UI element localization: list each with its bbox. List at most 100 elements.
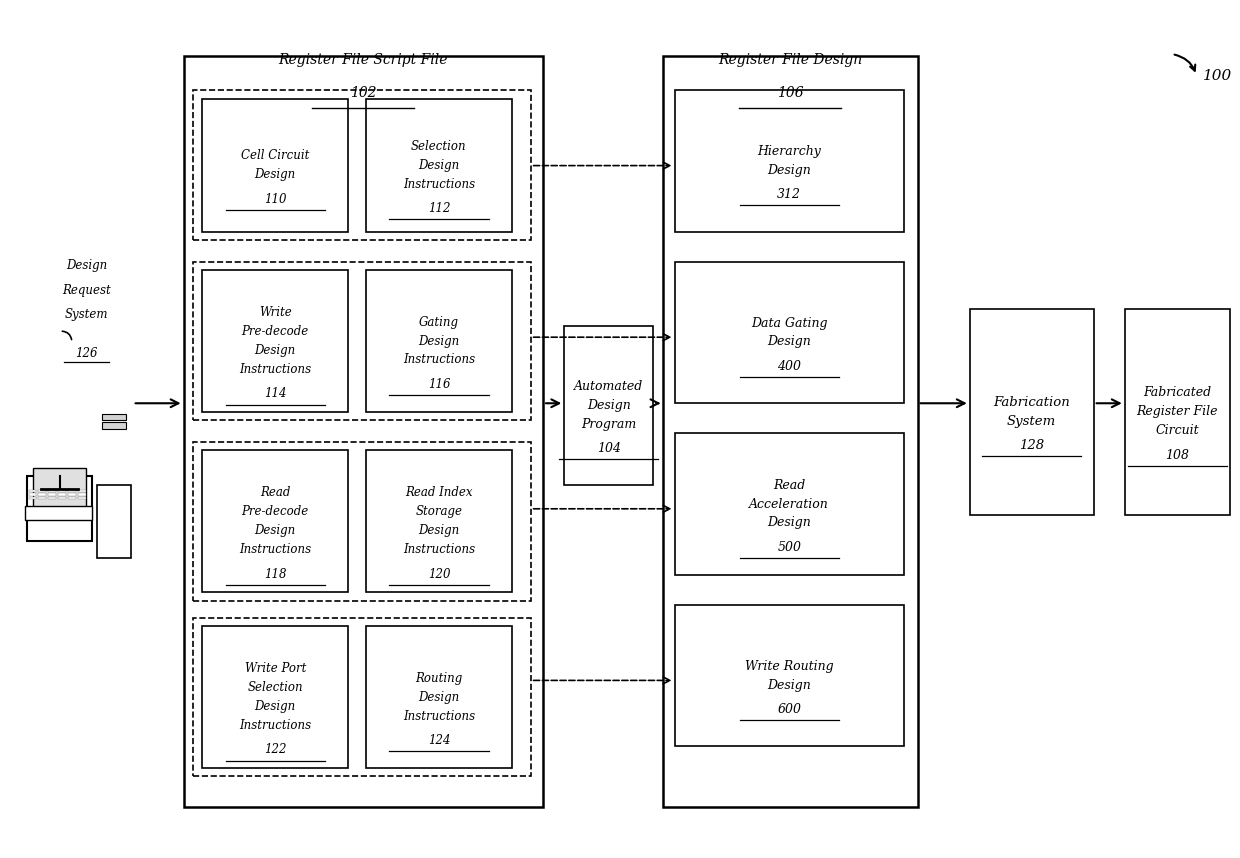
- Bar: [29, 497, 36, 499]
- Bar: [675, 90, 904, 232]
- Text: Pre-decode: Pre-decode: [242, 325, 309, 338]
- Text: 108: 108: [1166, 449, 1189, 462]
- Text: Design: Design: [418, 524, 460, 537]
- Text: Design: Design: [254, 524, 296, 537]
- Bar: [68, 497, 76, 499]
- Bar: [97, 485, 131, 558]
- Bar: [78, 493, 86, 496]
- Text: Hierarchy: Hierarchy: [758, 145, 821, 158]
- Bar: [78, 490, 86, 492]
- Text: 104: 104: [596, 443, 621, 456]
- Text: 600: 600: [777, 704, 801, 716]
- Text: Instructions: Instructions: [239, 719, 311, 732]
- Text: Automated: Automated: [574, 380, 644, 393]
- Bar: [193, 262, 531, 420]
- Text: Read Index: Read Index: [405, 486, 472, 499]
- Text: 106: 106: [776, 86, 804, 100]
- Bar: [184, 56, 543, 807]
- Text: Instructions: Instructions: [403, 178, 475, 190]
- Text: 118: 118: [264, 568, 286, 581]
- Bar: [193, 90, 531, 240]
- Bar: [663, 56, 918, 807]
- Text: Design: Design: [768, 517, 811, 529]
- Bar: [102, 414, 126, 420]
- Text: 500: 500: [777, 541, 801, 554]
- Bar: [366, 270, 512, 412]
- Text: 128: 128: [1019, 439, 1044, 452]
- Text: Design: Design: [66, 259, 108, 273]
- Text: Instructions: Instructions: [239, 543, 311, 556]
- Text: Request: Request: [62, 283, 112, 297]
- Text: Instructions: Instructions: [403, 710, 475, 722]
- Bar: [48, 493, 56, 496]
- Text: Design: Design: [768, 164, 811, 177]
- Text: Fabrication: Fabrication: [993, 396, 1070, 409]
- Text: Register File: Register File: [1137, 405, 1218, 419]
- Text: Selection: Selection: [248, 681, 303, 694]
- Text: Circuit: Circuit: [1156, 424, 1199, 438]
- Bar: [675, 433, 904, 575]
- Text: Gating: Gating: [419, 316, 459, 329]
- Text: Write: Write: [259, 306, 291, 319]
- Bar: [564, 326, 653, 485]
- Bar: [675, 605, 904, 746]
- Text: Data Gating: Data Gating: [751, 317, 827, 329]
- Bar: [29, 493, 36, 496]
- Text: Register File Script File: Register File Script File: [279, 53, 448, 67]
- Text: Acceleration: Acceleration: [749, 498, 830, 511]
- Bar: [38, 490, 46, 492]
- Bar: [675, 262, 904, 403]
- Bar: [25, 506, 92, 520]
- Text: 312: 312: [777, 189, 801, 202]
- Text: System: System: [1007, 414, 1056, 428]
- Text: Write Port: Write Port: [244, 662, 306, 675]
- Bar: [58, 497, 66, 499]
- Text: Design: Design: [254, 700, 296, 713]
- Bar: [366, 450, 512, 592]
- Text: System: System: [64, 307, 109, 321]
- Text: Design: Design: [587, 399, 631, 412]
- Text: Design: Design: [768, 335, 811, 348]
- Bar: [68, 490, 76, 492]
- Text: Routing: Routing: [415, 672, 463, 685]
- Text: Program: Program: [582, 418, 636, 431]
- Text: Read: Read: [773, 479, 806, 492]
- Bar: [102, 422, 126, 429]
- Text: Register File Design: Register File Design: [718, 53, 862, 67]
- Text: 122: 122: [264, 743, 286, 757]
- Text: Storage: Storage: [415, 505, 463, 518]
- Bar: [58, 493, 66, 496]
- Bar: [68, 493, 76, 496]
- Text: Selection: Selection: [412, 140, 466, 153]
- Bar: [366, 626, 512, 768]
- Text: Design: Design: [254, 168, 296, 181]
- Text: 100: 100: [1203, 69, 1233, 82]
- Text: 126: 126: [76, 347, 98, 360]
- Text: Fabricated: Fabricated: [1143, 386, 1211, 400]
- Bar: [193, 618, 531, 776]
- Bar: [48, 490, 56, 492]
- Bar: [58, 490, 66, 492]
- Text: 120: 120: [428, 568, 450, 581]
- Text: 102: 102: [350, 86, 377, 100]
- Text: Design: Design: [254, 344, 296, 357]
- Bar: [193, 442, 531, 601]
- Bar: [29, 490, 36, 492]
- Text: Design: Design: [418, 335, 460, 347]
- Text: Pre-decode: Pre-decode: [242, 505, 309, 518]
- Bar: [38, 493, 46, 496]
- Bar: [202, 450, 348, 592]
- Bar: [202, 626, 348, 768]
- Text: 400: 400: [777, 360, 801, 373]
- Text: 110: 110: [264, 193, 286, 206]
- Text: Cell Circuit: Cell Circuit: [241, 149, 310, 162]
- Bar: [33, 468, 86, 517]
- Bar: [48, 497, 56, 499]
- Bar: [27, 476, 92, 541]
- Text: Write Routing: Write Routing: [745, 660, 833, 673]
- Text: Design: Design: [418, 691, 460, 704]
- Bar: [202, 270, 348, 412]
- Bar: [202, 99, 348, 232]
- Text: Design: Design: [418, 159, 460, 172]
- Bar: [970, 309, 1094, 515]
